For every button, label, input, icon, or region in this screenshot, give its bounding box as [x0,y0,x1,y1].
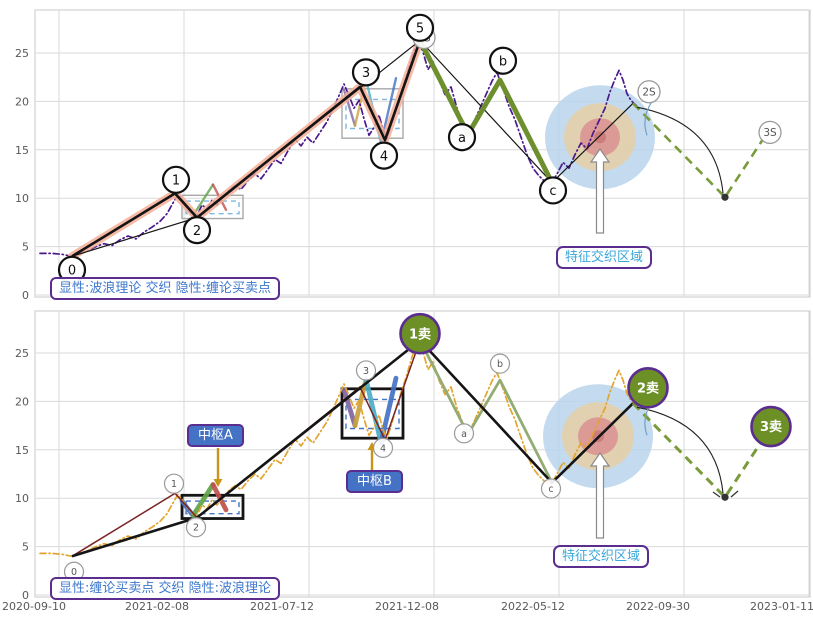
y-axis-tick-label: 25 [15,47,29,60]
wave-label-text: 2 [193,523,199,534]
pivot-stroke [191,183,215,217]
pivot-box-range-dashed [185,200,240,215]
sell-point-label-circle [750,405,792,448]
wave-label-circle [489,353,511,374]
y-axis-tick-label: 5 [22,541,29,554]
y-axis-tick-label: 0 [22,589,29,602]
wave-label-text: c [548,484,553,495]
pivot-box [341,88,404,139]
x-axis-tick-label: 2022-05-12 [501,600,565,613]
sell-point-label-circle [758,120,782,145]
wave-label-text: b [499,54,507,69]
y-axis-tick-label: 25 [15,347,29,360]
wave-label-circle [538,176,568,205]
wave-label-circle [351,58,381,87]
pivot-stroke [341,387,358,428]
pivot-box-range-dashed [185,500,240,515]
feature-zone-label-bottom: 特征交织区域 [553,545,650,568]
feature-zone-arrow [589,451,611,539]
pivot-pointer-arrowhead [213,479,223,487]
projection-dot-whisker [730,490,739,498]
y-axis-tick-label: 10 [15,492,29,505]
pivot-a-label: 中枢A [187,424,244,447]
wave-label-circle [163,473,185,494]
wave-label-circle [185,517,207,538]
wave-label-text: 1 [172,173,180,188]
wave-label-text: 5 [416,22,424,37]
sell-point-label-text: 3S [763,127,777,139]
wave-label-text: 4 [380,149,388,164]
sell-point-label-circle [399,312,441,355]
wave-label-text: 4 [380,443,386,454]
wave-label-circle [453,423,475,444]
wave-label-circle [372,437,394,458]
projection-curve-arrow [636,406,724,494]
panel-elliott-explicit: 05101520251S2S3S012345abc [15,9,811,302]
wave-label-circle [447,123,477,152]
wave-label-text: 3 [363,366,369,377]
wave-label-text: a [458,131,466,146]
wave-label-circle [182,216,212,245]
wave-label-circle [369,141,399,170]
wave-label-text: 1 [171,479,177,490]
wave-label-circle [488,46,518,75]
x-axis-tick-label: 2023-01-11 [750,600,813,613]
pivot-stroke [363,376,384,446]
legend-caption-bottom: 显性:缠论买卖点 交织 隐性:波浪理论 [50,577,281,600]
pivot-box [180,493,245,520]
x-axis-tick-label: 2021-02-08 [125,600,189,613]
wave-label-text: 2 [193,224,201,239]
y-axis-tick-label: 15 [15,144,29,157]
wave-label-circle [405,13,435,42]
projection-target-dot [721,493,729,501]
y-axis-tick-label: 5 [22,241,29,254]
wave-label-text: a [461,429,467,440]
y-axis-tick-label: 20 [15,95,29,108]
sell-point-label-text: 1卖 [409,326,431,342]
pivot-b-label: 中枢B [346,470,403,493]
feature-zone-label-top: 特征交织区域 [556,246,653,269]
sell-point-label-text: 3卖 [760,419,782,435]
y-axis-tick-label: 20 [15,395,29,408]
sell-point-label-circle [637,80,661,104]
wave-label-circle [355,360,377,381]
x-axis-tick-label: 2020-09-10 [2,600,66,613]
pivot-stroke [190,482,216,518]
x-axis-tick-label: 2021-07-12 [250,600,314,613]
projection-target-dot [721,193,729,201]
x-axis: 2020-09-10 2021-02-08 2021-07-12 2021-12-08… [2,600,813,613]
y-axis-tick-label: 15 [15,444,29,457]
x-axis-tick-label: 2022-09-30 [626,600,690,613]
pivot-stroke [352,376,369,428]
pivot-stroke [210,482,229,513]
x-axis-tick-label: 2021-12-08 [375,600,439,613]
wave-label-text: b [497,359,503,370]
projection-dot-whisker [712,491,721,498]
panel-frame [34,310,811,598]
wave-label-circle [161,165,191,194]
wave-label-text: c [549,184,556,199]
feature-zone-arrow [589,147,611,234]
panel-frame [34,9,811,298]
gap-arc [644,101,653,136]
sell-point-label-text: 2S [642,87,656,99]
abc-correction-line [418,339,554,484]
sell-point-label-circle [627,367,669,409]
y-axis-tick-label: 0 [22,289,29,302]
y-axis-tick-label: 10 [15,192,29,205]
wave-label-text: 0 [68,264,76,279]
abc-correction-line [417,39,555,184]
legend-caption-top: 显性:波浪理论 交织 隐性:缠论买卖点 [50,277,281,300]
wave-label-text: 0 [71,567,77,578]
wave-label-circle [540,478,562,499]
feature-target-ring [594,131,606,144]
pivot-box [340,387,405,440]
projection-curve-arrow [636,106,724,194]
wave-label-text: 3 [362,66,370,81]
sell-point-label-text: 2卖 [637,381,659,397]
panel-chan-explicit: 0 5 10 15 20 25 1卖 2卖 3卖 0 1 2 3 4 a b c [15,310,811,602]
